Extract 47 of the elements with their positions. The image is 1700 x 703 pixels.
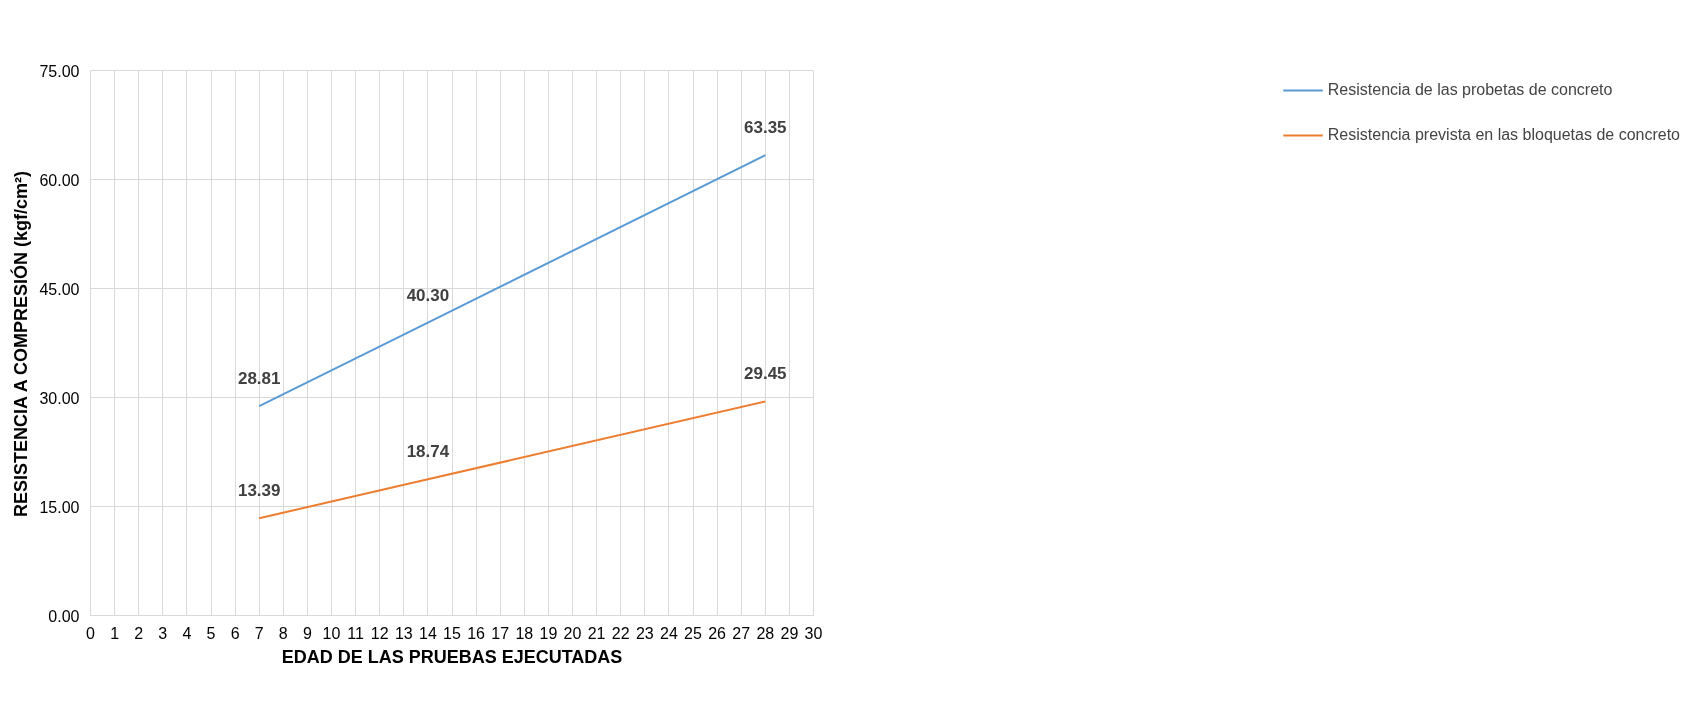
x-tick-label: 6 bbox=[230, 624, 240, 642]
y-tick-label: 75.00 bbox=[39, 62, 80, 80]
x-axis-title: EDAD DE LAS PRUEBAS EJECUTADAS bbox=[281, 646, 623, 667]
data-label: 29.45 bbox=[744, 364, 787, 384]
x-tick-label: 12 bbox=[370, 624, 389, 642]
x-tick-label: 30 bbox=[804, 624, 823, 642]
x-tick-label: 11 bbox=[347, 624, 365, 642]
x-tick-label: 1 bbox=[110, 624, 120, 642]
x-tick-label: 20 bbox=[563, 624, 582, 642]
legend-label: Resistencia prevista en las bloquetas de concreto bbox=[1327, 126, 1680, 144]
x-tick-label: 23 bbox=[635, 624, 654, 642]
y-tick-label: 15.00 bbox=[39, 498, 80, 516]
x-tick-label: 17 bbox=[491, 624, 510, 642]
x-tick-label: 26 bbox=[708, 624, 727, 642]
x-tick-label: 19 bbox=[539, 624, 558, 642]
x-tick-label: 22 bbox=[611, 624, 630, 642]
x-tick-label: 10 bbox=[322, 624, 341, 642]
x-tick-label: 7 bbox=[254, 624, 264, 642]
x-tick-label: 8 bbox=[278, 624, 288, 642]
y-tick-label: 45.00 bbox=[39, 280, 80, 298]
y-tick-label: 30.00 bbox=[39, 389, 80, 407]
x-tick-label: 5 bbox=[206, 624, 216, 642]
y-tick-label: 60.00 bbox=[39, 171, 80, 189]
x-tick-label: 21 bbox=[587, 624, 606, 642]
x-tick-label: 25 bbox=[684, 624, 702, 642]
x-tick-label: 13 bbox=[394, 624, 413, 642]
x-tick-label: 2 bbox=[134, 624, 144, 642]
y-tick-label: 0.00 bbox=[48, 607, 80, 625]
x-tick-label: 24 bbox=[660, 624, 678, 642]
x-tick-label: 27 bbox=[732, 624, 751, 642]
data-label: 40.30 bbox=[406, 285, 450, 305]
data-label: 28.81 bbox=[237, 369, 281, 389]
x-tick-label: 15 bbox=[443, 624, 461, 642]
x-tick-label: 18 bbox=[515, 624, 534, 642]
x-tick-label: 4 bbox=[182, 624, 192, 642]
data-label: 18.74 bbox=[406, 442, 450, 462]
x-tick-label: 29 bbox=[780, 624, 799, 642]
y-axis-title: RESISTENCIA A COMPRESIÓN (kgf/cm²) bbox=[10, 170, 32, 518]
x-tick-label: 3 bbox=[158, 624, 168, 642]
data-label: 13.39 bbox=[237, 481, 281, 501]
x-tick-label: 9 bbox=[302, 624, 312, 642]
x-tick-label: 0 bbox=[86, 624, 96, 642]
data-label: 63.35 bbox=[744, 118, 787, 138]
legend-label: Resistencia de las probetas de concreto bbox=[1327, 81, 1613, 99]
x-tick-label: 16 bbox=[467, 624, 486, 642]
x-tick-label: 28 bbox=[756, 624, 775, 642]
x-tick-label: 14 bbox=[419, 624, 437, 642]
